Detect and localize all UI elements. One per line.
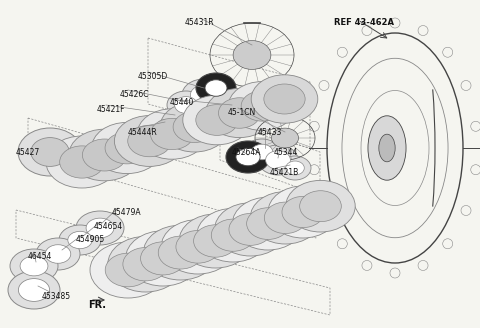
Text: 45421B: 45421B [270,168,299,177]
Ellipse shape [205,80,227,96]
Ellipse shape [183,95,251,145]
Ellipse shape [226,141,270,173]
Ellipse shape [68,231,92,249]
Ellipse shape [8,271,60,309]
Ellipse shape [258,145,298,175]
Text: 45305D: 45305D [138,72,168,81]
Text: 45426C: 45426C [120,90,149,99]
Ellipse shape [379,134,395,162]
Text: 454905: 454905 [76,235,105,244]
Text: 45479A: 45479A [112,208,142,217]
Ellipse shape [264,202,307,234]
Ellipse shape [236,148,260,166]
Ellipse shape [18,128,82,176]
Ellipse shape [105,253,151,287]
Text: 453485: 453485 [42,292,71,301]
Ellipse shape [141,242,185,275]
Ellipse shape [193,225,238,257]
Ellipse shape [218,98,261,128]
Ellipse shape [10,249,58,283]
Ellipse shape [128,125,171,157]
Ellipse shape [282,196,324,228]
Ellipse shape [161,220,235,274]
Text: 45344: 45344 [274,148,299,157]
Ellipse shape [196,73,236,103]
Ellipse shape [144,225,217,280]
Ellipse shape [205,89,274,138]
Ellipse shape [232,197,304,250]
Ellipse shape [241,91,283,121]
Ellipse shape [191,85,217,105]
Ellipse shape [108,236,183,292]
Ellipse shape [126,231,201,286]
Ellipse shape [151,115,179,135]
Ellipse shape [114,115,185,166]
Ellipse shape [251,75,318,123]
Ellipse shape [286,161,304,175]
Ellipse shape [229,214,272,245]
Ellipse shape [272,128,299,148]
Ellipse shape [264,84,305,114]
Ellipse shape [214,92,250,118]
Ellipse shape [90,242,166,298]
Ellipse shape [105,132,149,164]
Ellipse shape [268,186,338,238]
Text: FR.: FR. [88,300,106,310]
Text: 45427: 45427 [16,148,40,157]
Text: 45-1CN: 45-1CN [228,108,256,117]
Text: 45264A: 45264A [232,148,262,157]
Ellipse shape [92,122,162,174]
Text: 46454: 46454 [28,252,52,261]
Ellipse shape [173,112,216,142]
Ellipse shape [279,156,311,180]
Ellipse shape [46,136,118,188]
Ellipse shape [158,236,203,269]
Ellipse shape [86,218,114,238]
Ellipse shape [83,139,127,171]
Text: REF 43-462A: REF 43-462A [334,18,394,27]
Text: 45431R: 45431R [185,18,215,27]
Ellipse shape [160,102,229,152]
Text: 45440: 45440 [170,98,194,107]
Ellipse shape [69,129,140,181]
Ellipse shape [244,139,280,165]
Ellipse shape [250,192,321,244]
Ellipse shape [182,79,226,111]
Ellipse shape [265,151,290,169]
Ellipse shape [286,180,355,232]
Text: 45421F: 45421F [97,105,125,114]
Ellipse shape [368,116,406,180]
Ellipse shape [59,225,101,255]
Ellipse shape [247,208,289,239]
Ellipse shape [211,219,255,251]
Ellipse shape [167,91,205,119]
Ellipse shape [36,238,80,270]
Ellipse shape [222,97,242,113]
Ellipse shape [233,41,271,70]
Ellipse shape [175,97,197,113]
Ellipse shape [251,144,273,160]
Ellipse shape [45,245,71,263]
Ellipse shape [76,211,124,245]
Ellipse shape [179,214,252,268]
Ellipse shape [157,119,173,131]
Ellipse shape [18,278,49,301]
Ellipse shape [215,203,287,256]
Ellipse shape [31,138,69,166]
Ellipse shape [176,231,220,263]
Ellipse shape [196,105,238,135]
Ellipse shape [197,208,269,262]
Ellipse shape [300,191,341,222]
Ellipse shape [20,256,48,276]
Ellipse shape [150,118,193,150]
Text: 45433: 45433 [258,128,282,137]
Ellipse shape [228,82,296,131]
Ellipse shape [60,146,104,178]
Text: 45444R: 45444R [128,128,158,137]
Ellipse shape [137,109,207,159]
Ellipse shape [123,248,168,281]
Text: 454654: 454654 [94,222,123,231]
